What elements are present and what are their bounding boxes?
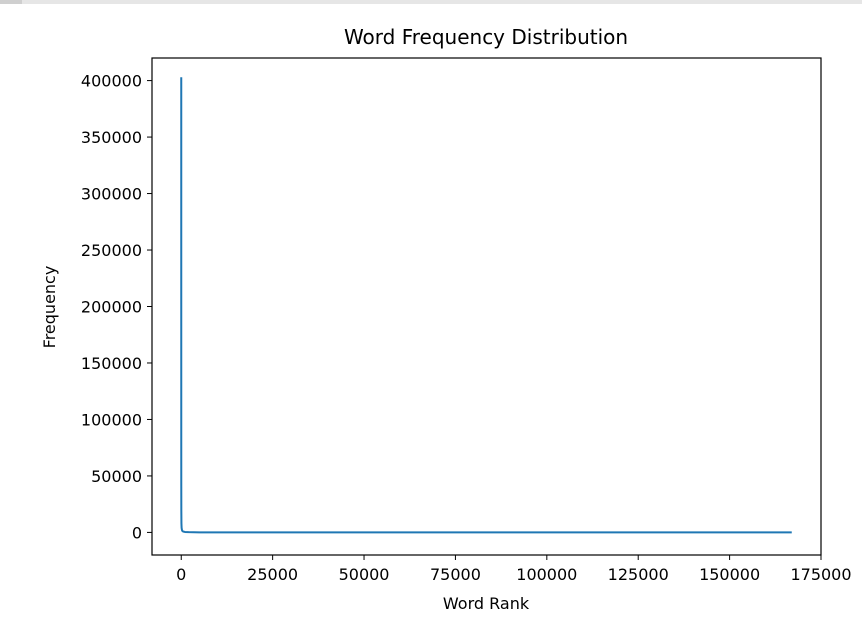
series-line <box>180 77 792 534</box>
window-top-bar <box>0 0 862 4</box>
y-tick-label: 350000 <box>81 128 142 147</box>
plot-area <box>180 77 792 534</box>
x-tick-label: 25000 <box>247 565 298 584</box>
window-top-bar-notch <box>0 0 22 4</box>
x-tick-label: 50000 <box>339 565 390 584</box>
x-axis-ticks: 0 25000 50000 75000 100000 125000 150000 175000 <box>176 555 852 584</box>
y-tick-label: 150000 <box>81 354 142 373</box>
y-tick-label: 400000 <box>81 72 142 91</box>
chart-title: Word Frequency Distribution <box>344 25 628 49</box>
x-tick-label: 100000 <box>516 565 577 584</box>
x-tick-label: 0 <box>176 565 186 584</box>
x-tick-label: 125000 <box>608 565 669 584</box>
x-tick-label: 175000 <box>790 565 851 584</box>
y-axis-ticks: 0 50000 100000 150000 200000 250000 300000 3500… <box>81 72 152 542</box>
y-tick-label: 300000 <box>81 185 142 204</box>
y-tick-label: 200000 <box>81 298 142 317</box>
y-tick-label: 250000 <box>81 241 142 260</box>
x-tick-label: 75000 <box>430 565 481 584</box>
plot-frame <box>151 57 822 556</box>
y-axis-label: Frequency <box>40 266 59 349</box>
x-axis-label: Word Rank <box>443 594 530 613</box>
y-tick-label: 0 <box>132 523 142 542</box>
x-tick-label: 150000 <box>699 565 760 584</box>
y-tick-label: 50000 <box>91 467 142 486</box>
y-tick-label: 100000 <box>81 410 142 429</box>
